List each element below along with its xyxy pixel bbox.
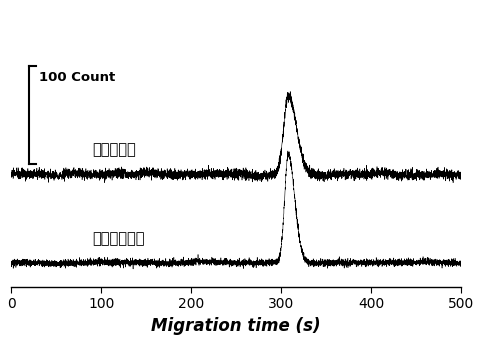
Text: 辛弗林标准品: 辛弗林标准品 bbox=[92, 231, 144, 246]
Text: 枝实提取液: 枝实提取液 bbox=[92, 142, 136, 157]
X-axis label: Migration time (s): Migration time (s) bbox=[151, 317, 320, 335]
Text: 100 Count: 100 Count bbox=[39, 71, 115, 84]
